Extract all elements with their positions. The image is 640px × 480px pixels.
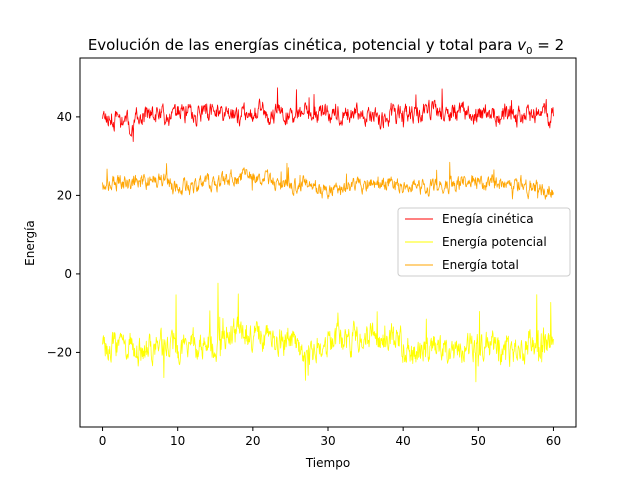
- y-tick-label: 40: [57, 110, 72, 124]
- x-tick-label: 60: [546, 434, 561, 448]
- chart-title-text: Evolución de las energías cinética, pote…: [88, 36, 517, 54]
- legend-entry-0: Enegía cinética: [442, 212, 534, 226]
- legend-box: [397, 207, 571, 277]
- series-line-0: [102, 87, 554, 142]
- legend-entry-2: Energía total: [442, 258, 519, 272]
- y-tick-label: −20: [47, 345, 72, 359]
- x-axis-label: Tiempo: [305, 456, 350, 470]
- series-line-2: [102, 161, 554, 200]
- series-line-1: [102, 282, 554, 383]
- title-math-sub: 0: [526, 46, 532, 57]
- legend: Enegía cinética Energía potencial Energía …: [397, 207, 571, 277]
- x-tick-label: 50: [471, 434, 486, 448]
- y-tick-label: 0: [64, 267, 72, 281]
- x-tick-label: 40: [396, 434, 411, 448]
- x-tick-label: 10: [170, 434, 185, 448]
- axis-ticks: 0 10 20 30 40 50 60 −20 0 20 40: [47, 110, 561, 448]
- x-tick-label: 0: [99, 434, 107, 448]
- y-axis-label: Energía: [23, 220, 37, 266]
- x-tick-label: 30: [320, 434, 335, 448]
- chart-title: Evolución de las energías cinética, pote…: [88, 36, 564, 57]
- y-tick-label: 20: [57, 188, 72, 202]
- plot-area: [102, 87, 554, 383]
- title-math-rest: = 2: [533, 36, 565, 54]
- title-math-var: v: [517, 36, 527, 54]
- legend-entry-1: Energía potencial: [442, 235, 547, 249]
- x-tick-label: 20: [245, 434, 260, 448]
